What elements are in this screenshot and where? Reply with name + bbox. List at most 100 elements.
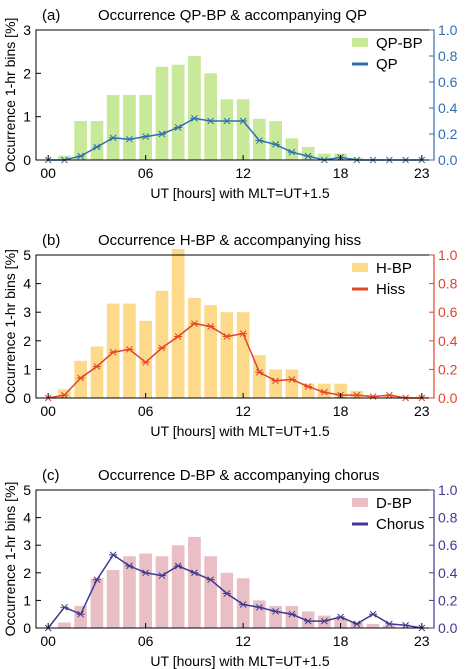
bar [106,570,120,628]
bar [106,95,120,160]
y2-tick-label: 0.6 [438,537,458,553]
data-point [190,320,199,327]
bar [188,297,201,398]
bar [383,395,396,398]
y2-tick-label: 0.4 [438,100,458,116]
x-tick-label: 00 [40,633,56,649]
data-point [92,143,101,151]
y-axis-label: Occurrence 1-hr bins [%] [2,482,18,637]
bar [171,249,185,398]
bar [204,305,217,398]
data-point [109,551,118,559]
x-tick-label: 12 [235,403,251,419]
legend-label: QP-BP [376,35,423,52]
data-point [304,617,313,625]
y2-tick-label: 1.0 [438,482,458,498]
data-point [369,610,378,618]
bar [155,556,169,628]
y-tick-label: 4 [23,510,31,526]
y2-tick-label: 0.0 [438,620,458,636]
data-point [141,569,150,577]
x-tick-label: 23 [414,403,430,419]
bar [171,545,185,628]
bar [74,121,87,160]
legend-label: QP [376,56,398,73]
bar [204,73,217,160]
y-tick-label: 1 [23,592,31,608]
data-point [92,576,101,584]
data-point [239,117,248,125]
bar [285,138,299,160]
data-point [157,572,166,579]
bar [74,605,87,628]
panel-label: (b) [42,232,60,249]
bar [301,147,315,160]
bar [139,553,152,628]
data-point [206,117,215,125]
y-tick-label: 0 [23,390,31,406]
bar [318,383,331,398]
bar [318,153,331,160]
bar [285,369,299,398]
bar [139,320,152,398]
bar [350,157,364,160]
data-point [369,393,378,400]
y2-tick-label: 1.0 [438,247,458,263]
bar [123,95,136,160]
data-point [287,610,296,618]
x-tick-label: 23 [414,165,430,181]
data-point [304,383,313,390]
data-point [271,377,280,385]
data-point [109,134,118,142]
x-tick-label: 00 [40,403,56,419]
bar [236,99,250,160]
bar [269,121,282,160]
y-tick-label: 2 [23,565,31,581]
y-tick-label: 5 [23,482,31,498]
y-tick-label: 4 [23,276,31,292]
data-point [76,152,85,160]
bar [253,600,266,628]
data-point [352,620,361,628]
y2-tick-label: 0.8 [438,48,458,64]
bar [58,155,71,160]
legend-swatch [352,38,368,47]
x-tick-label: 18 [333,403,349,419]
y2-tick-label: 0.6 [438,74,458,90]
y-tick-label: 3 [23,22,31,38]
data-point [206,576,215,584]
x-tick-label: 23 [414,633,430,649]
y2-tick-label: 0.8 [438,276,458,292]
y2-tick-label: 0.4 [438,333,458,349]
data-point [401,621,410,629]
x-tick-label: 18 [333,633,349,649]
data-point [385,391,394,399]
legend-swatch [352,263,368,272]
chart-title: Occurrence H-BP & accompanying hiss [98,232,361,249]
data-point [239,601,248,608]
data-point [157,130,166,138]
bar [350,622,364,628]
data-point [125,346,134,353]
data-point [239,330,248,338]
y2-tick-label: 0.0 [438,152,458,168]
data-point [287,376,296,383]
data-point [255,368,264,376]
bar [220,572,234,628]
x-axis-label: UT [hours] with MLT=UT+1.5 [150,185,329,201]
x-tick-label: 06 [138,165,154,181]
data-point [287,148,296,156]
data-point [206,323,215,330]
bar [171,64,185,160]
y2-tick-label: 0.2 [438,361,458,377]
y-tick-label: 0 [23,620,31,636]
x-tick-label: 00 [40,165,56,181]
bar [220,99,234,160]
data-point [222,333,231,340]
bar [90,121,104,160]
bar [220,312,234,398]
bar [236,578,250,628]
